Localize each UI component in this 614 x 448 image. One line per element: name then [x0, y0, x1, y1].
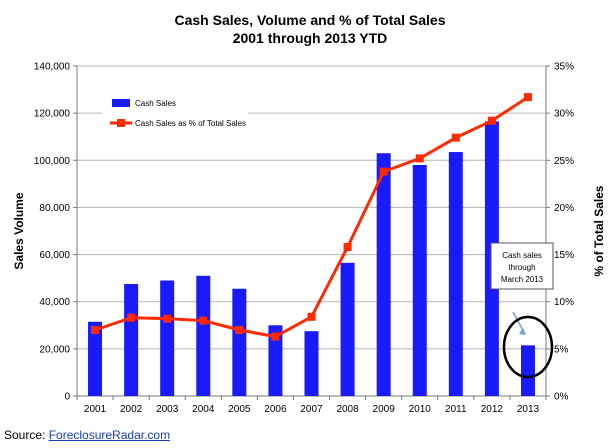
y2-tick-label: 30% [554, 109, 574, 120]
x-tick-label: 2006 [264, 404, 287, 415]
source-link[interactable]: ForeclosureRadar.com [48, 428, 171, 442]
line-point-marker [199, 316, 208, 325]
x-tick-label: 2013 [517, 404, 540, 415]
y-axis-title: Sales Volume [12, 192, 26, 269]
line-point-marker [379, 167, 388, 176]
x-tick-label: 2007 [300, 404, 323, 415]
x-tick-label: 2009 [373, 404, 396, 415]
x-tick-label: 2003 [156, 404, 179, 415]
y2-tick-label: 5% [554, 344, 569, 355]
bar-cash-sales [88, 321, 103, 396]
legend-swatch-pct [117, 119, 125, 127]
y2-tick-label: 20% [554, 203, 574, 214]
y-tick-label: 40,000 [39, 297, 70, 308]
chart-title-line: Cash Sales, Volume and % of Total Sales [174, 12, 445, 28]
y-tick-label: 140,000 [34, 62, 71, 73]
bar-cash-sales [376, 153, 391, 396]
legend-swatch-cash-sales [112, 99, 130, 107]
y2-tick-label: 0% [554, 392, 569, 403]
bar-cash-sales [196, 275, 211, 396]
bar-cash-sales [268, 325, 283, 396]
x-tick-label: 2001 [84, 404, 107, 415]
callout-circle [502, 315, 554, 379]
chart-canvas: Cash Sales, Volume and % of Total Sales 2… [12, 12, 606, 415]
y-tick-label: 120,000 [34, 109, 71, 120]
chart-title-line: 2001 through 2013 YTD [233, 30, 388, 46]
bar-cash-sales [412, 165, 427, 396]
bar-cash-sales [520, 345, 535, 396]
y2-axis-title: % of Total Sales [592, 185, 606, 276]
y-tick-label: 80,000 [39, 203, 70, 214]
bar-cash-sales [340, 262, 355, 396]
bar-cash-sales [304, 331, 319, 396]
x-tick-label: 2011 [445, 404, 467, 415]
line-point-marker [91, 326, 100, 334]
callout-box [490, 242, 554, 290]
y-tick-label: 0 [64, 392, 70, 403]
callout-arrowhead [518, 328, 526, 335]
x-tick-label: 2005 [228, 404, 251, 415]
line-point-marker [487, 116, 496, 125]
callout-text-line: March 2013 [501, 275, 544, 284]
y-tick-label: 100,000 [34, 156, 71, 167]
legend-label-pct: Cash Sales as % of Total Sales [135, 119, 246, 128]
line-point-marker [523, 93, 532, 102]
x-tick-label: 2002 [120, 404, 143, 415]
line-cash-sales-pct [94, 95, 529, 339]
legend-label-cash-sales: Cash Sales [135, 99, 176, 108]
y2-tick-label: 25% [554, 156, 574, 167]
y2-tick-label: 15% [554, 250, 574, 261]
callout-arrow [512, 311, 525, 333]
x-tick-label: 2004 [192, 404, 215, 415]
line-point-marker [415, 154, 424, 163]
bar-cash-sales [160, 280, 175, 396]
y-tick-label: 20,000 [39, 344, 70, 355]
y-tick-label: 60,000 [39, 250, 70, 261]
source-prefix: Source: [4, 428, 49, 442]
y2-tick-label: 35% [554, 62, 574, 73]
line-point-marker [451, 133, 460, 142]
x-tick-label: 2012 [481, 404, 504, 415]
x-tick-label: 2008 [336, 404, 359, 415]
line-point-marker [343, 243, 352, 252]
line-point-marker [307, 312, 316, 321]
line-point-marker [127, 313, 136, 322]
callout-text-line: through [508, 263, 535, 272]
x-tick-label: 2010 [409, 404, 432, 415]
line-point-marker [271, 332, 280, 341]
y2-tick-label: 10% [554, 297, 574, 308]
source-line: Source: ForeclosureRadar.com [4, 428, 170, 442]
line-point-marker [163, 314, 172, 323]
bar-cash-sales [232, 288, 247, 396]
bar-cash-sales [448, 152, 463, 396]
callout-text-line: Cash sales [502, 251, 542, 260]
bar-cash-sales [124, 284, 139, 396]
line-point-marker [235, 326, 244, 334]
